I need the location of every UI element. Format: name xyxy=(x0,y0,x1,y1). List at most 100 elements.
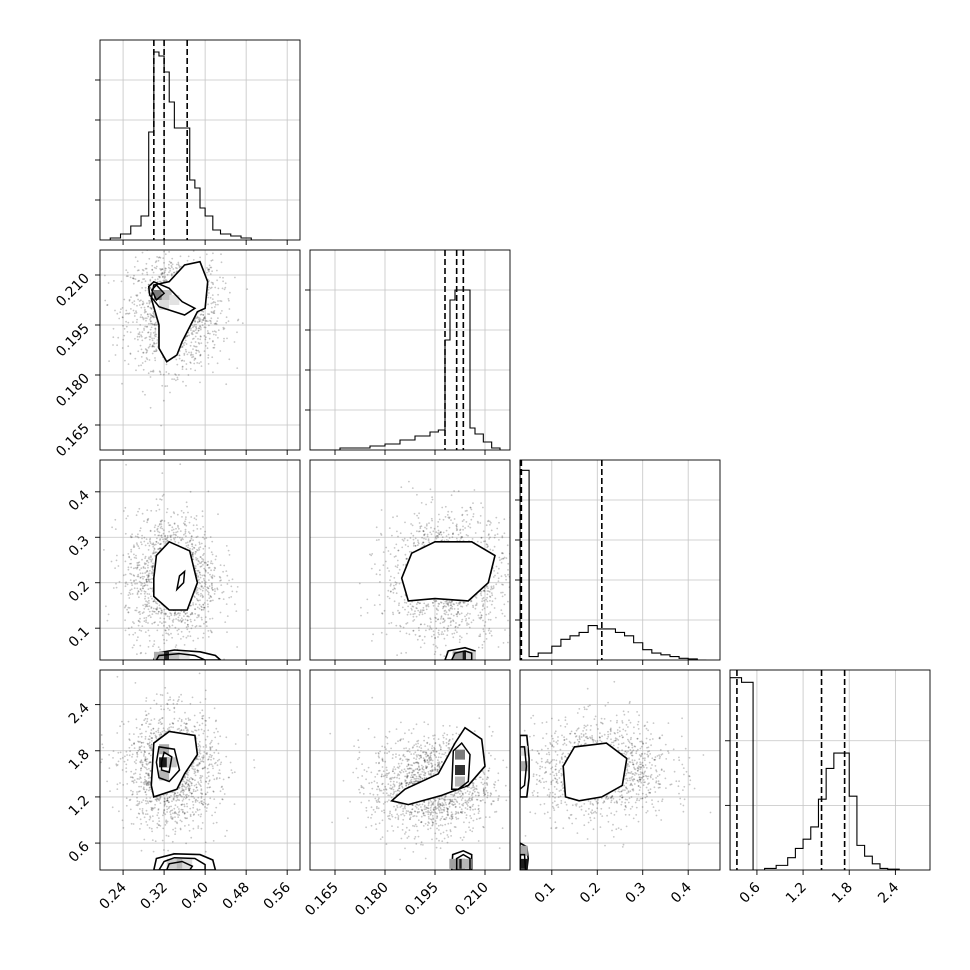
scatter-point xyxy=(168,626,171,628)
scatter-point xyxy=(143,562,146,564)
scatter-point xyxy=(197,320,199,323)
scatter-point xyxy=(191,552,194,554)
scatter-point xyxy=(127,515,129,517)
scatter-point xyxy=(210,302,213,305)
scatter-point xyxy=(450,685,452,687)
panel-2-2 xyxy=(515,459,721,665)
scatter-point xyxy=(213,322,216,325)
scatter-point xyxy=(236,586,239,588)
scatter-point xyxy=(145,580,148,583)
scatter-point xyxy=(197,559,200,562)
scatter-point xyxy=(448,516,451,519)
scatter-point xyxy=(150,320,152,322)
scatter-point xyxy=(448,537,451,539)
scatter-point xyxy=(186,674,188,676)
scatter-point xyxy=(198,578,200,581)
density-cell xyxy=(159,651,170,660)
scatter-point xyxy=(215,334,217,336)
scatter-point xyxy=(471,538,474,540)
scatter-point xyxy=(450,519,452,521)
scatter-point xyxy=(183,533,185,536)
scatter-point xyxy=(141,339,144,342)
scatter-point xyxy=(193,517,196,520)
scatter-point xyxy=(202,554,204,556)
scatter-point xyxy=(157,534,160,537)
scatter-point xyxy=(450,607,452,609)
scatter-point xyxy=(437,532,439,534)
scatter-point xyxy=(195,518,198,521)
scatter-point xyxy=(194,552,197,555)
scatter-point xyxy=(500,591,502,594)
scatter-point xyxy=(149,279,152,282)
scatter-point xyxy=(143,620,146,622)
scatter-point xyxy=(440,616,443,619)
scatter-point xyxy=(460,536,463,538)
contour-ring xyxy=(155,652,206,660)
scatter-point xyxy=(112,327,115,330)
scatter-point xyxy=(145,784,148,786)
scatter-point xyxy=(196,362,199,364)
scatter-point xyxy=(207,303,210,306)
scatter-point xyxy=(210,575,213,578)
scatter-point xyxy=(159,268,162,270)
scatter-point xyxy=(503,518,506,521)
scatter-point xyxy=(130,296,132,298)
scatter-point xyxy=(198,724,201,727)
scatter-point xyxy=(195,327,198,330)
scatter-point xyxy=(205,625,208,627)
scatter-point xyxy=(131,584,134,586)
scatter-point xyxy=(217,329,220,332)
scatter-point xyxy=(483,599,485,602)
scatter-point xyxy=(160,525,163,528)
scatter-point xyxy=(460,612,463,615)
scatter-point xyxy=(121,347,124,349)
scatter-point xyxy=(145,605,148,607)
scatter-point xyxy=(137,269,140,272)
scatter-point xyxy=(495,516,498,519)
scatter-point xyxy=(457,611,459,613)
scatter-point xyxy=(135,768,137,771)
scatter-point xyxy=(184,523,186,525)
scatter-point xyxy=(444,600,447,603)
scatter-point xyxy=(211,294,214,296)
scatter-point xyxy=(425,527,428,530)
scatter-point xyxy=(141,303,144,306)
scatter-point xyxy=(194,320,196,323)
scatter-point xyxy=(435,599,437,602)
scatter-point xyxy=(225,603,228,605)
scatter-point xyxy=(149,322,152,325)
scatter-point xyxy=(160,534,162,537)
scatter-point xyxy=(179,664,181,666)
scatter-point xyxy=(423,623,426,626)
scatter-point xyxy=(170,614,173,617)
scatter-point xyxy=(199,335,202,338)
scatter-point xyxy=(220,584,223,586)
scatter-point xyxy=(152,562,154,565)
scatter-point xyxy=(153,547,156,550)
scatter-point xyxy=(197,615,200,618)
scatter-point xyxy=(187,546,189,549)
scatter-point xyxy=(468,626,471,629)
scatter-point xyxy=(174,540,177,543)
scatter-point xyxy=(158,280,161,283)
contour-outer xyxy=(153,540,199,611)
scatter-point xyxy=(149,558,152,561)
scatter-point xyxy=(151,558,154,560)
scatter-point xyxy=(418,530,421,533)
scatter-point xyxy=(177,612,180,614)
scatter-point xyxy=(199,353,202,356)
scatter-point xyxy=(160,273,163,276)
scatter-point xyxy=(160,733,163,736)
scatter-point xyxy=(164,538,167,541)
scatter-point xyxy=(147,578,150,581)
scatter-point xyxy=(177,263,180,265)
scatter-point xyxy=(433,633,435,636)
scatter-point xyxy=(155,267,158,270)
scatter-point xyxy=(205,336,207,339)
ytick-label-p2: 0.2 xyxy=(66,578,93,605)
scatter-point xyxy=(148,605,151,607)
scatter-point xyxy=(149,317,152,319)
scatter-point xyxy=(503,556,506,559)
scatter-point xyxy=(204,338,207,341)
scatter-point xyxy=(212,333,215,336)
